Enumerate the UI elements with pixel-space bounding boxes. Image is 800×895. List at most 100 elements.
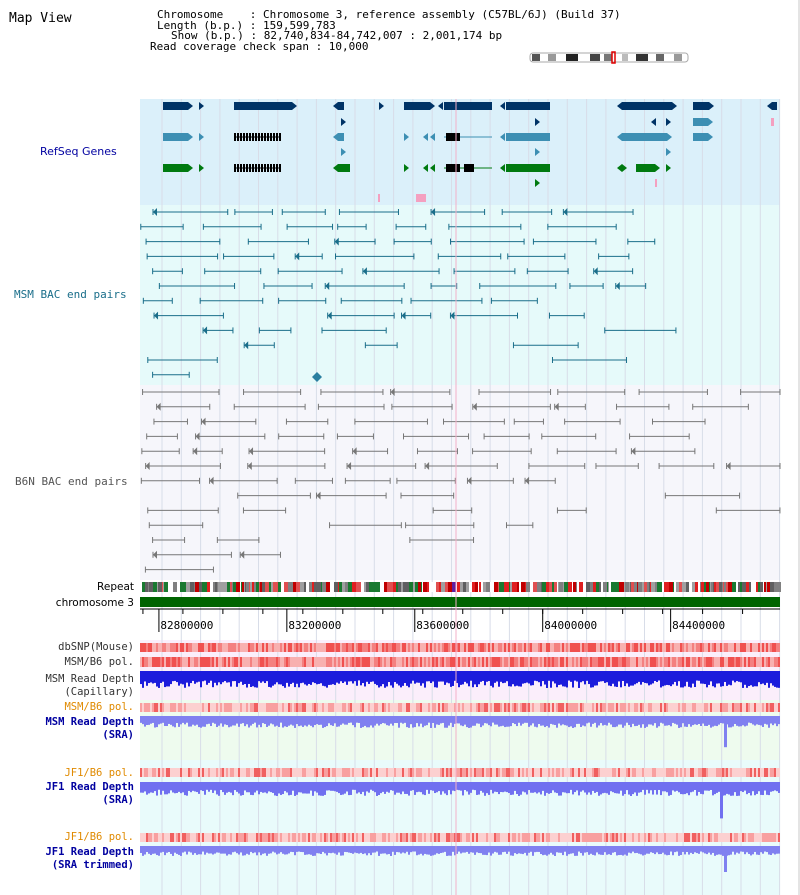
msm-b6-pol-bar (604, 703, 606, 712)
dbsnp-pol-bar (452, 643, 454, 652)
msm-capillary-depth-bar (542, 671, 544, 682)
refseq-genes-track[interactable] (163, 102, 777, 202)
jf1-b6-pol-bar (146, 768, 148, 777)
dbsnp-pol-bar (190, 643, 192, 652)
jf1-b6-pol-bar (724, 833, 726, 842)
msm-b6-pol-bar (770, 703, 772, 712)
msm-sra-depth-bar (182, 716, 184, 723)
jf1-b6-pol-bar (752, 768, 754, 777)
repeat-element (558, 582, 559, 592)
b6n-bac-track[interactable] (140, 388, 781, 573)
msm-b6-pol-bar (732, 703, 734, 712)
dbsnp-pol-bar (416, 643, 418, 652)
msm-b6-pol-bar (180, 703, 182, 712)
msm-b6-pol-bar (566, 657, 568, 667)
jf1-sra-depth-bar (434, 782, 436, 794)
jf1-b6-pol-bar (438, 768, 440, 777)
msm-b6-pol-bar (226, 657, 228, 667)
jf1-b6-pol-bar (204, 768, 206, 777)
jf1-sra-depth-bar (374, 782, 376, 793)
jf1-sra-depth-bar (650, 782, 652, 791)
msm-capillary-depth-bar (316, 671, 318, 685)
msm-b6-pol-bar (616, 657, 618, 667)
msm-b6-pol-bar (588, 657, 590, 667)
msm-b6-pol-bar (758, 703, 760, 712)
repeat-track[interactable] (140, 582, 781, 592)
jf1-b6-pol-bar (182, 833, 184, 842)
jf1-trimmed-depth-bar (618, 846, 620, 856)
jf1-trimmed-depth-bar (478, 846, 480, 854)
msm-sra-depth-bar (154, 716, 156, 728)
jf1-trimmed-depth-bar (472, 846, 474, 853)
jf1-b6-pol-bar (754, 833, 756, 842)
jf1-b6-pol-bar (244, 768, 246, 777)
polymorphism-tracks[interactable] (140, 643, 780, 872)
dbsnp-pol-bar (362, 643, 364, 652)
msm-capillary-depth-bar (166, 671, 168, 687)
repeat-element (162, 582, 163, 592)
msm-sra-depth-bar (418, 716, 420, 727)
jf1-b6-pol-bar (518, 768, 520, 777)
msm-capillary-depth-bar (216, 671, 218, 686)
jf1-sra-depth-bar (614, 782, 616, 794)
msm-sra-depth-bar (618, 716, 620, 725)
msm-b6-pol-bar (532, 703, 534, 712)
jf1-trimmed-depth-bar (314, 846, 316, 856)
msm-sra-depth-bar (392, 716, 394, 726)
jf1-trimmed-depth-bar (636, 846, 638, 853)
jf1-trimmed-depth-bar (674, 846, 676, 853)
msm-sra-depth-bar (238, 716, 240, 727)
repeat-element (406, 582, 409, 592)
msm-capillary-depth-bar (182, 671, 184, 685)
msm-bac-track[interactable] (140, 208, 677, 382)
msm-capillary-depth-bar (674, 671, 676, 682)
msm-capillary-depth-bar (210, 671, 212, 681)
jf1-b6-pol-bar (194, 768, 196, 777)
msm-b6-pol-bar (374, 657, 376, 667)
jf1-b6-pol-bar (524, 768, 526, 777)
msm-sra-depth-bar (404, 716, 406, 723)
jf1-trimmed-depth-bar (218, 846, 220, 853)
dbsnp-pol-bar (748, 643, 750, 652)
msm-capillary-depth-bar (314, 671, 316, 684)
jf1-b6-pol-bar (378, 768, 380, 777)
chromosome-bar[interactable] (140, 597, 780, 607)
jf1-b6-pol-bar (576, 833, 578, 842)
msm-b6-pol-bar (434, 703, 436, 712)
jf1-b6-pol-bar (726, 833, 728, 842)
msm-capillary-depth-bar (194, 671, 196, 684)
msm-sra-depth-bar (658, 716, 660, 727)
msm-sra-depth-bar (422, 716, 424, 728)
jf1-sra-depth-bar (162, 782, 164, 791)
jf1-sra-depth-bar (508, 782, 510, 794)
jf1-b6-pol-bar (232, 833, 234, 842)
jf1-sra-depth-bar (766, 782, 768, 795)
msm-b6-pol-bar (246, 657, 248, 667)
jf1-b6-pol-bar (418, 833, 420, 842)
repeat-element (271, 582, 273, 592)
jf1-b6-pol-bar (644, 768, 646, 777)
msm-capillary-depth-bar (464, 671, 466, 682)
msm-capillary-depth-bar (340, 671, 342, 682)
jf1-b6-pol-bar (320, 833, 322, 842)
msm-b6-pol-bar (206, 703, 208, 712)
jf1-trimmed-depth-bar (648, 846, 650, 854)
dbsnp-pol-bar (312, 643, 314, 652)
jf1-b6-pol-bar (380, 833, 382, 842)
msm-b6-pol-bar (298, 657, 300, 667)
gene-arrow (672, 102, 677, 110)
msm-b6-pol-label-1: MSM/B6 pol. (64, 656, 134, 668)
jf1-trimmed-depth-bar (498, 846, 500, 855)
msm-b6-pol-bar (456, 657, 458, 667)
jf1-b6-pol-bar (514, 768, 516, 777)
jf1-b6-pol-bar (646, 768, 648, 777)
dbsnp-pol-bar (328, 643, 330, 652)
msm-sra-depth-bar (226, 716, 228, 726)
msm-b6-pol-bar (576, 703, 578, 712)
msm-b6-pol-bar (310, 703, 312, 712)
jf1-trimmed-depth-bar (486, 846, 488, 856)
dbsnp-pol-bar (304, 643, 306, 652)
msm-b6-pol-bar (434, 657, 436, 667)
chromosome-ideogram[interactable] (529, 51, 689, 64)
